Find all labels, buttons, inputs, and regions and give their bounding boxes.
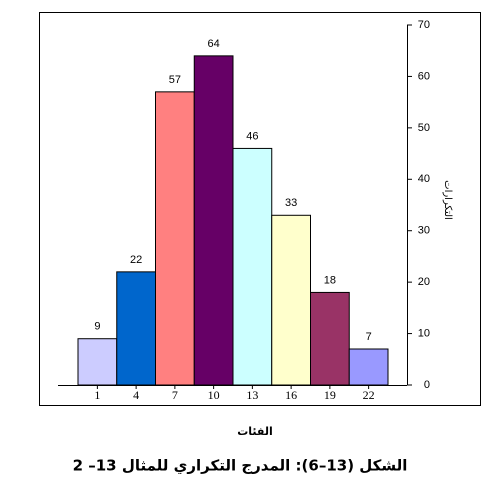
y-tick-label: 30 [418,225,430,237]
bar [77,338,118,386]
bar [271,214,311,386]
bar [232,147,273,386]
data-label: 33 [285,197,297,209]
bar [193,55,234,386]
x-tick-label: 7 [172,388,178,402]
y-tick-label: 20 [418,276,430,288]
bar [310,291,350,386]
bar [348,348,389,386]
x-tick-label: 16 [285,388,297,402]
x-axis-label: الفئات [237,425,273,438]
x-tick-label: 10 [208,388,220,402]
x-tick-label: 19 [324,388,336,402]
data-label: 46 [246,130,258,142]
y-tick-label: 0 [424,379,430,391]
data-label: 18 [324,274,336,286]
data-label: 64 [208,38,220,50]
y-axis-label: التكرارات [442,180,453,220]
bar [116,271,156,386]
x-tick-label: 1 [94,388,100,402]
data-label: 57 [169,74,181,86]
y-tick-label: 10 [418,327,430,339]
y-tick-label: 60 [418,70,430,82]
x-tick-label: 22 [363,388,375,402]
data-label: 9 [94,321,100,333]
caption: الشكل (13–6): المدرج التكراري للمثال 13–… [73,457,408,476]
x-tick-label: 4 [133,388,139,402]
x-tick-label: 13 [246,388,258,402]
y-tick-label: 40 [418,173,430,185]
y-tick-label: 50 [418,122,430,134]
y-tick-label: 70 [418,19,430,31]
chart-frame [39,12,481,406]
bar [155,91,195,386]
data-label: 22 [130,254,142,266]
data-label: 7 [366,331,372,343]
